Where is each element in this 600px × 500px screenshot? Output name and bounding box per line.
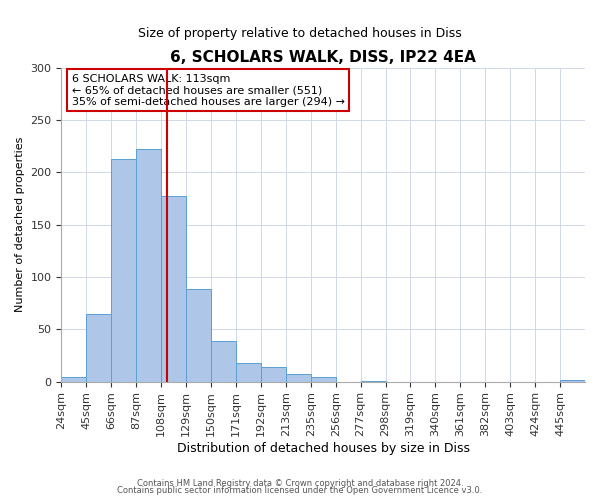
Bar <box>161 196 186 382</box>
Bar <box>86 314 111 382</box>
Text: Contains public sector information licensed under the Open Government Licence v3: Contains public sector information licen… <box>118 486 482 495</box>
Bar <box>61 378 86 382</box>
Title: 6, SCHOLARS WALK, DISS, IP22 4EA: 6, SCHOLARS WALK, DISS, IP22 4EA <box>170 50 476 65</box>
Bar <box>560 380 585 382</box>
Bar <box>136 149 161 382</box>
Bar <box>236 363 261 382</box>
Bar <box>361 380 386 382</box>
Bar <box>286 374 311 382</box>
Bar <box>111 158 136 382</box>
Text: 6 SCHOLARS WALK: 113sqm
← 65% of detached houses are smaller (551)
35% of semi-d: 6 SCHOLARS WALK: 113sqm ← 65% of detache… <box>72 74 345 107</box>
Bar <box>186 290 211 382</box>
Bar <box>261 367 286 382</box>
Y-axis label: Number of detached properties: Number of detached properties <box>15 137 25 312</box>
X-axis label: Distribution of detached houses by size in Diss: Distribution of detached houses by size … <box>177 442 470 455</box>
Text: Contains HM Land Registry data © Crown copyright and database right 2024.: Contains HM Land Registry data © Crown c… <box>137 478 463 488</box>
Text: Size of property relative to detached houses in Diss: Size of property relative to detached ho… <box>138 28 462 40</box>
Bar <box>311 378 335 382</box>
Bar <box>211 341 236 382</box>
